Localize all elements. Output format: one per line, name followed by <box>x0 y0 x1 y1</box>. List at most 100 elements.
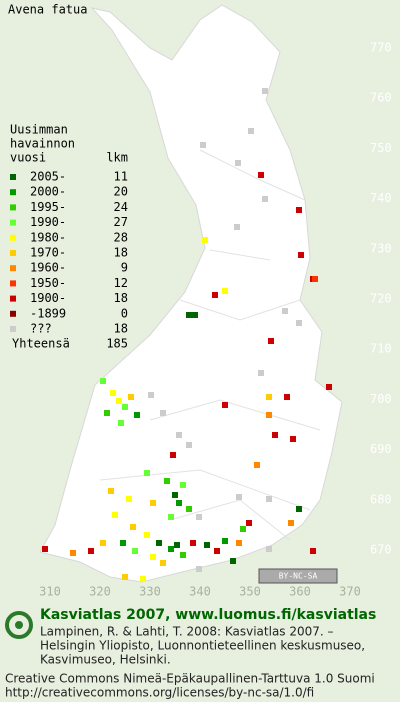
legend-swatch <box>10 265 16 272</box>
observation-square <box>258 370 264 376</box>
observation-square <box>176 500 182 506</box>
y-grid-label: 670 <box>370 543 392 557</box>
observation-square <box>272 432 278 438</box>
y-grid-label: 760 <box>370 91 392 105</box>
observation-square <box>234 224 240 230</box>
legend-swatch <box>10 310 16 317</box>
legend-total: 185 <box>106 337 128 351</box>
y-grid-label: 750 <box>370 141 392 155</box>
observation-square <box>222 538 228 544</box>
observation-square <box>140 576 146 582</box>
observation-square <box>296 320 302 326</box>
observation-square <box>180 552 186 558</box>
observation-square <box>266 412 272 418</box>
observation-square <box>196 514 202 520</box>
legend-swatch <box>10 280 16 287</box>
observation-square <box>160 410 166 416</box>
species-title: Avena fatua <box>8 3 87 17</box>
observation-square <box>254 462 260 468</box>
legend-heading: havainnon <box>10 137 75 151</box>
legend-swatch <box>10 204 16 211</box>
observation-square <box>148 392 154 398</box>
observation-square <box>176 432 182 438</box>
observation-square <box>296 506 302 512</box>
legend-count-heading: lkm <box>106 151 128 165</box>
observation-square <box>266 394 272 400</box>
observation-square <box>144 470 150 476</box>
citation: Lampinen, R. & Lahti, T. 2008: Kasviatla… <box>40 625 334 639</box>
observation-square <box>246 520 252 526</box>
observation-square <box>168 514 174 520</box>
observation-square <box>150 500 156 506</box>
country-outline <box>39 4 343 583</box>
logo-ring <box>5 611 33 639</box>
legend-swatch <box>10 250 16 256</box>
legend-label: 1900- <box>30 291 66 305</box>
observation-square <box>284 394 290 400</box>
legend-count: 27 <box>114 215 128 229</box>
logo-core <box>15 621 23 629</box>
legend-heading: vuosi <box>10 151 46 165</box>
legend-swatch <box>10 326 16 332</box>
observation-square <box>258 172 264 178</box>
observation-square <box>212 292 218 298</box>
observation-square <box>110 390 116 396</box>
x-grid-label: 350 <box>239 585 261 599</box>
legend-swatch <box>10 174 16 180</box>
observation-square <box>240 526 246 532</box>
legend-swatch <box>10 234 16 241</box>
observation-square <box>200 142 206 148</box>
observation-square <box>262 88 268 94</box>
x-grid-label: 360 <box>289 585 311 599</box>
observation-square <box>282 308 288 314</box>
legend-swatch <box>10 189 16 196</box>
legend-count: 12 <box>114 276 128 290</box>
legend-count: 0 <box>121 306 128 320</box>
legend-label: 1960- <box>30 261 66 275</box>
license-text: Creative Commons Nimeä-Epäkaupallinen-Ta… <box>5 672 375 686</box>
observation-square <box>296 207 302 213</box>
license-badge <box>258 568 338 584</box>
legend-count: 18 <box>114 246 128 260</box>
legend-count: 18 <box>114 291 128 305</box>
legend-label: 1980- <box>30 230 66 244</box>
observation-square <box>134 412 140 418</box>
observation-square <box>70 550 76 556</box>
observation-square <box>186 312 192 318</box>
observation-square <box>266 546 272 552</box>
license-url: http://creativecommons.org/licenses/by-n… <box>5 686 314 700</box>
observation-square <box>196 566 202 572</box>
observation-square <box>120 540 126 546</box>
legend-heading: Uusimman <box>10 123 68 137</box>
observation-square <box>214 548 220 554</box>
observation-square <box>100 378 106 384</box>
citation: Helsingin Yliopisto, Luonnontieteellinen… <box>40 639 365 653</box>
y-grid-label: 740 <box>370 191 392 205</box>
x-grid-label: 370 <box>339 585 361 599</box>
observation-square <box>156 540 162 546</box>
license-badge-text: BY-NC-SA <box>279 572 318 581</box>
observation-square <box>126 496 132 502</box>
x-grid-label: 330 <box>139 585 161 599</box>
observation-square <box>262 196 268 202</box>
observation-square <box>100 540 106 546</box>
observation-square <box>112 512 118 518</box>
observation-square <box>180 482 186 488</box>
observation-square <box>235 160 241 166</box>
legend-label: 1995- <box>30 200 66 214</box>
observation-square <box>104 410 110 416</box>
observation-square <box>150 554 156 560</box>
observation-square <box>172 492 178 498</box>
citation: Kasvimuseo, Helsinki. <box>40 653 171 667</box>
grid-labels: 770 760 750 740 730 720 710 700 690 680 670 310 320 3… <box>39 41 392 599</box>
logo <box>5 611 33 639</box>
observation-square <box>186 506 192 512</box>
brand: Kasviatlas 2007, www.luomus.fi/kasviatla… <box>40 607 376 623</box>
observation-square <box>174 542 180 548</box>
legend-label: 1950- <box>30 276 66 290</box>
observation-square <box>122 574 128 580</box>
y-grid-label: 730 <box>370 241 392 255</box>
observation-square <box>168 546 174 552</box>
observation-square <box>186 442 192 448</box>
